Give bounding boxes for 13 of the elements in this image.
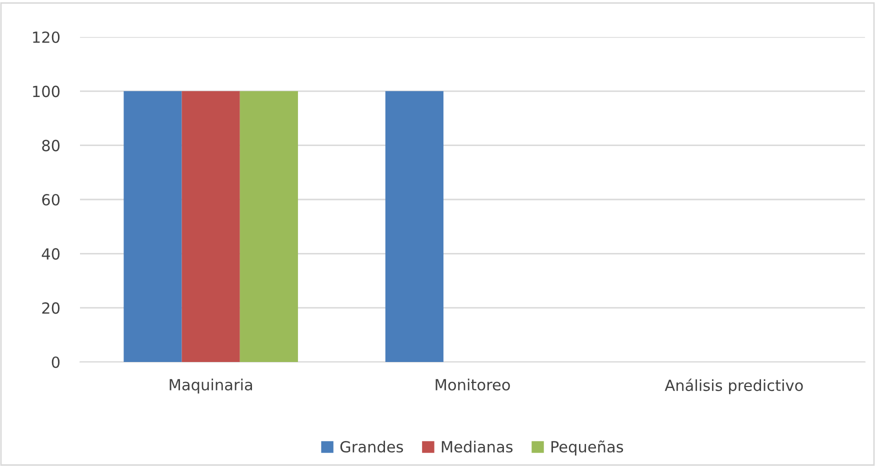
y-tick-label: 80	[42, 140, 60, 152]
x-tick-label: Análisis predictivo	[664, 378, 803, 394]
y-tick-label: 40	[42, 248, 60, 260]
legend-label: Grandes	[340, 440, 403, 453]
legend-label: Medianas	[442, 440, 513, 453]
x-tick-label: Maquinaria	[170, 378, 252, 394]
y-tick-label: 120	[33, 31, 60, 44]
legend-label: Pequeñas	[551, 440, 624, 456]
x-tick-label: Monitoreo	[436, 378, 510, 390]
y-tick-label: 0	[52, 356, 60, 368]
y-tick-label: 60	[42, 194, 60, 206]
y-tick-label: 100	[33, 86, 60, 98]
y-tick-label: 20	[42, 302, 60, 314]
